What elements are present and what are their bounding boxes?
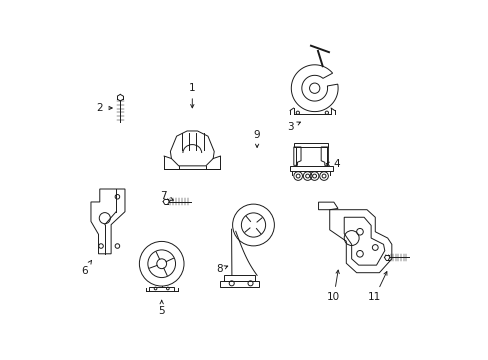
Text: 6: 6 — [81, 260, 91, 276]
Text: 3: 3 — [286, 122, 300, 132]
Text: 2: 2 — [96, 103, 112, 113]
Text: 5: 5 — [158, 300, 164, 316]
Text: 1: 1 — [188, 83, 195, 108]
Text: 8: 8 — [216, 264, 227, 274]
Text: 7: 7 — [160, 191, 173, 201]
Text: 10: 10 — [326, 270, 340, 302]
Text: 11: 11 — [367, 272, 386, 302]
Text: 9: 9 — [253, 130, 260, 147]
Text: 4: 4 — [325, 159, 339, 169]
